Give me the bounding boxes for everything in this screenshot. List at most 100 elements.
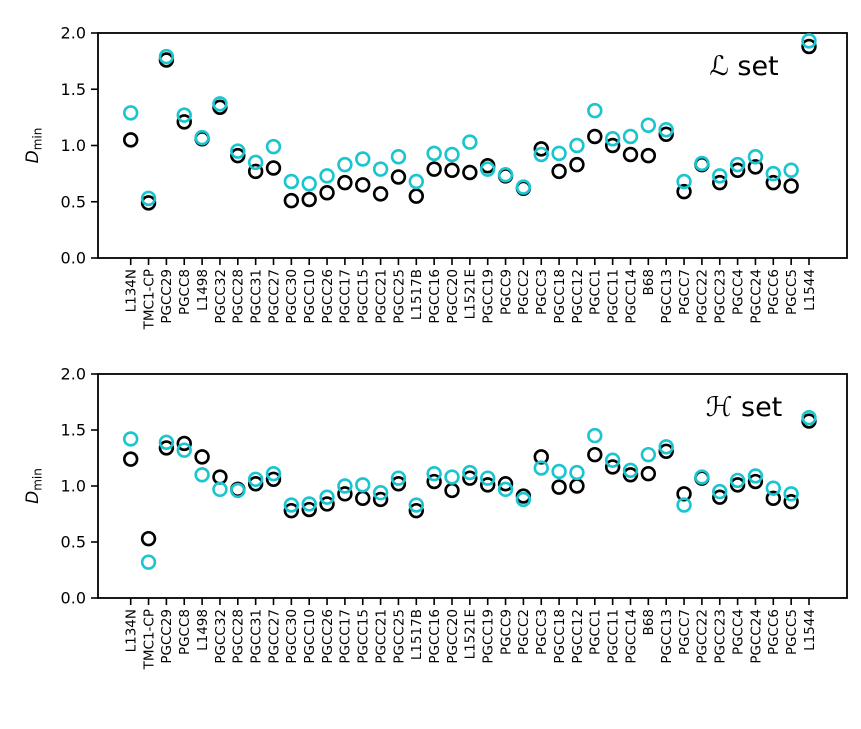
data-point-cyan-circles-PGCC31 [247, 471, 264, 487]
data-point-black-circles-PGCC23 [712, 489, 728, 505]
x-tick-label: PGCC23 [713, 269, 729, 324]
data-point-cyan-circles-PGCC30 [283, 173, 300, 190]
x-tick-label: TMC1-CP [141, 609, 157, 670]
y-axis-label: Dmin [23, 468, 45, 504]
data-point-cyan-circles-PGCC6 [765, 480, 781, 496]
x-tick-label: PGCC21 [373, 609, 389, 664]
data-point-cyan-circles-PGCC25 [390, 470, 407, 486]
x-tick-label: PGCC32 [213, 609, 229, 664]
data-point-cyan-circles-PGCC21 [372, 485, 389, 501]
x-tick-label: PGCC29 [159, 269, 175, 324]
data-point-cyan-circles-PGCC1 [587, 427, 603, 444]
data-point-black-circles-PGCC5 [783, 178, 799, 194]
x-tick-label: PGCC7 [677, 609, 693, 655]
data-point-cyan-circles-PGCC13 [658, 122, 674, 138]
data-point-black-circles-PGCC25 [390, 169, 407, 185]
x-tick-label: PGCC12 [570, 609, 586, 664]
data-point-black-circles-PGCC6 [765, 174, 781, 191]
y-tick-label: 2.0 [61, 365, 86, 384]
data-point-black-circles-PGCC19 [480, 477, 496, 493]
data-point-cyan-circles-PGCC20 [444, 469, 460, 485]
x-tick-label: L1517B [409, 609, 425, 660]
data-point-cyan-circles-PGCC14 [622, 462, 639, 479]
data-point-cyan-circles-PGCC26 [319, 168, 335, 184]
data-point-black-circles-PGCC20 [444, 482, 460, 499]
data-point-cyan-circles-PGCC29 [158, 434, 175, 451]
x-tick-label: PGCC19 [481, 269, 497, 324]
data-point-cyan-circles-PGCC14 [622, 128, 639, 145]
x-tick-label: L1498 [195, 269, 211, 311]
x-tick-label: PGCC31 [248, 609, 264, 664]
data-point-cyan-circles-PGCC31 [247, 154, 264, 171]
data-point-black-circles-PGCC10 [301, 501, 317, 518]
x-tick-label: PGCC29 [159, 609, 175, 664]
data-point-cyan-circles-L134N [122, 105, 139, 121]
x-tick-label: PGCC1 [588, 269, 604, 315]
data-point-cyan-circles-PGCC28 [230, 482, 246, 499]
data-point-cyan-circles-PGCC11 [604, 452, 621, 468]
x-tick-label: PGCC13 [659, 269, 675, 324]
data-point-black-circles-PGCC13 [658, 126, 674, 142]
data-point-black-circles-PGCC28 [230, 147, 246, 164]
data-point-cyan-circles-PGCC6 [765, 165, 781, 182]
x-tick-label: PGCC14 [623, 269, 639, 324]
data-point-cyan-circles-PGCC18 [551, 463, 567, 480]
data-point-cyan-circles-PGCC23 [712, 483, 728, 500]
data-point-cyan-circles-PGCC2 [515, 491, 532, 508]
data-point-black-circles-PGCC31 [247, 163, 264, 180]
x-tick-label: PGCC30 [284, 269, 300, 324]
x-tick-label: PGCC26 [320, 269, 336, 324]
x-tick-label: PGCC1 [588, 609, 604, 655]
panel-set-label: ℋ set [706, 392, 783, 423]
data-point-cyan-circles-PGCC19 [480, 161, 496, 177]
x-tick-label: PGCC25 [391, 609, 407, 664]
data-point-cyan-circles-PGCC27 [265, 138, 282, 155]
data-point-black-circles-PGCC12 [569, 478, 585, 494]
data-point-black-circles-L1521E [462, 164, 478, 181]
data-point-cyan-circles-PGCC24 [747, 468, 764, 484]
data-point-cyan-circles-L1521E [462, 464, 478, 481]
x-tick-label: PGCC4 [730, 609, 746, 655]
data-point-black-circles-PGCC15 [355, 490, 371, 507]
data-point-black-circles-PGCC9 [497, 476, 514, 492]
data-point-cyan-circles-PGCC30 [283, 497, 300, 513]
x-tick-label: L134N [124, 609, 140, 652]
x-tick-label: L1521E [463, 609, 479, 659]
data-point-cyan-circles-PGCC22 [694, 469, 710, 485]
y-tick-label: 0.5 [61, 533, 86, 552]
data-point-cyan-circles-PGCC1 [587, 102, 603, 119]
data-point-black-circles-PGCC18 [551, 163, 567, 180]
data-point-cyan-circles-PGCC8 [176, 107, 192, 123]
x-tick-label: PGCC17 [338, 609, 354, 664]
data-point-black-circles-PGCC8 [176, 114, 192, 130]
y-tick-label: 1.5 [61, 80, 86, 99]
x-tick-label: PGCC25 [391, 269, 407, 324]
data-point-black-circles-PGCC21 [372, 186, 389, 202]
data-point-cyan-circles-PGCC24 [747, 149, 764, 165]
x-tick-label: PGCC5 [784, 269, 800, 315]
data-point-cyan-circles-PGCC16 [426, 465, 442, 482]
data-point-cyan-circles-L1544 [801, 409, 817, 426]
data-point-black-circles-PGCC5 [783, 493, 799, 510]
data-point-black-circles-PGCC17 [337, 486, 353, 502]
data-point-cyan-circles-PGCC9 [497, 167, 514, 183]
data-point-black-circles-L134N [122, 132, 139, 148]
data-point-black-circles-PGCC11 [604, 459, 621, 475]
x-tick-label: PGCC3 [534, 609, 550, 655]
data-point-cyan-circles-PGCC12 [569, 137, 585, 154]
x-tick-label: PGCC11 [605, 269, 621, 324]
x-tick-label: L1517B [409, 269, 425, 320]
data-point-black-circles-PGCC30 [283, 502, 300, 519]
data-point-cyan-circles-PGCC15 [355, 151, 371, 167]
x-tick-label: L1544 [802, 269, 818, 311]
data-point-cyan-circles-PGCC28 [230, 143, 246, 159]
data-point-black-circles-PGCC18 [551, 479, 567, 495]
data-point-black-circles-PGCC23 [712, 174, 728, 191]
data-point-cyan-circles-TMC1-CP [140, 554, 157, 570]
data-point-cyan-circles-PGCC25 [390, 149, 407, 165]
data-point-cyan-circles-PGCC15 [355, 477, 371, 493]
data-point-black-circles-PGCC27 [265, 160, 282, 176]
